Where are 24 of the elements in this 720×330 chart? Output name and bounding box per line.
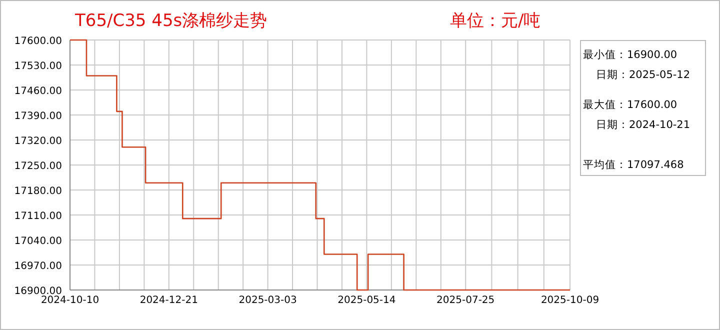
chart-title: T65/C35 45s涤棉纱走势 xyxy=(74,11,268,31)
y-tick-label: 16900.00 xyxy=(14,286,62,297)
y-tick-label: 17530.00 xyxy=(14,61,62,72)
x-tick-label: 2025-05-14 xyxy=(338,295,396,306)
x-tick-label: 2025-10-09 xyxy=(540,295,600,306)
y-tick-label: 17320.00 xyxy=(14,136,62,147)
x-tick-label: 2024-10-10 xyxy=(40,295,100,306)
x-tick-label: 2025-07-25 xyxy=(436,295,495,306)
text: 最大值：17600.00 xyxy=(583,98,678,111)
y-tick-label: 17110.00 xyxy=(14,211,62,222)
x-tick-label: 2025-03-03 xyxy=(238,295,297,306)
y-tick-label: 17460.00 xyxy=(14,86,62,97)
x-tick-label: 2024-12-21 xyxy=(140,295,198,306)
chart-subtitle: 单位：元/吨 xyxy=(450,11,541,31)
text: 平均值：17097.468 xyxy=(583,159,684,171)
y-tick-label: 17250.00 xyxy=(14,161,62,172)
y-tick-label: 17180.00 xyxy=(14,186,62,197)
text: 日期：2024-10-21 xyxy=(596,119,690,131)
text: 日期：2025-05-12 xyxy=(596,69,690,81)
y-tick-label: 17040.00 xyxy=(14,236,62,247)
text: 最小值：16900.00 xyxy=(583,48,678,61)
y-tick-label: 17390.00 xyxy=(14,111,62,122)
y-tick-label: 16970.00 xyxy=(14,261,62,272)
y-tick-label: 17600.00 xyxy=(14,36,62,47)
